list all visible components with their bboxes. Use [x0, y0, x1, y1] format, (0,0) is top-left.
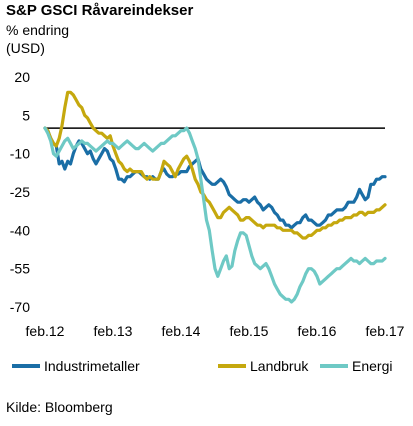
- x-tick-label: feb.13: [94, 323, 133, 339]
- y-tick-label: -40: [10, 222, 30, 238]
- x-tick-label: feb.15: [230, 323, 269, 339]
- x-tick-label: feb.16: [298, 323, 337, 339]
- y-axis-ticks: 20 5 -10 -25 -40 -55 -70: [10, 69, 30, 315]
- x-tick-label: feb.17: [366, 323, 405, 339]
- source-note: Kilde: Bloomberg: [6, 399, 113, 415]
- y-tick-label: 20: [14, 69, 30, 85]
- y-tick-label: -10: [10, 146, 30, 162]
- x-tick-label: feb.14: [162, 323, 201, 339]
- y-tick-label: -55: [10, 261, 30, 277]
- series-line: [43, 126, 387, 304]
- legend-label: Landbruk: [250, 358, 309, 374]
- y-axis-label-line1: % endring: [6, 22, 70, 38]
- y-tick-label: -25: [10, 184, 30, 200]
- series-lines: [43, 90, 387, 304]
- legend-label: Industrimetaller: [44, 358, 140, 374]
- y-axis-label-line2: (USD): [6, 40, 45, 56]
- legend: Industrimetaller Landbruk Energi: [12, 358, 392, 374]
- series-line: [43, 126, 387, 230]
- x-axis-ticks: feb.12 feb.13 feb.14 feb.15 feb.16 feb.17: [26, 323, 405, 339]
- series-line: [43, 90, 387, 240]
- y-tick-label: -70: [10, 299, 30, 315]
- legend-label: Energi: [352, 358, 392, 374]
- x-tick-label: feb.12: [26, 323, 65, 339]
- y-tick-label: 5: [22, 107, 30, 123]
- chart-title: S&P GSCI Råvareindekser: [6, 2, 194, 19]
